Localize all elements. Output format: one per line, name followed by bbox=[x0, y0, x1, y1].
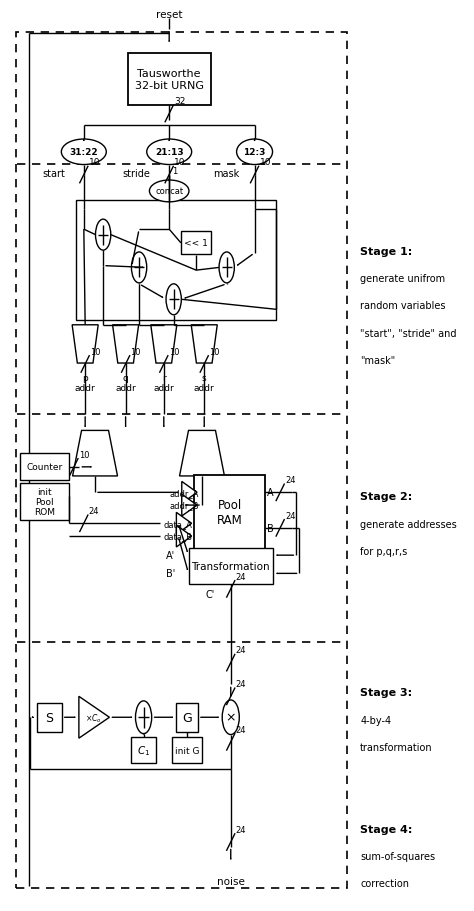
Text: transformation: transformation bbox=[360, 742, 433, 752]
Text: 32: 32 bbox=[174, 97, 185, 107]
Text: generate addresses: generate addresses bbox=[360, 519, 457, 529]
Text: init
Pool
ROM: init Pool ROM bbox=[34, 487, 55, 517]
Bar bbox=[131, 738, 156, 763]
Polygon shape bbox=[182, 482, 197, 504]
Text: Transformation: Transformation bbox=[191, 561, 270, 571]
Text: 24: 24 bbox=[285, 476, 296, 485]
Text: generate unifrom: generate unifrom bbox=[360, 273, 445, 283]
Text: Stage 3:: Stage 3: bbox=[360, 688, 412, 698]
Text: data_B: data_B bbox=[164, 532, 192, 541]
Bar bbox=[17, 33, 346, 887]
Text: 24: 24 bbox=[236, 680, 246, 689]
Text: random variables: random variables bbox=[360, 301, 446, 311]
Text: noise: noise bbox=[217, 875, 245, 885]
Circle shape bbox=[219, 252, 234, 283]
Text: << 1: << 1 bbox=[184, 239, 208, 248]
Text: Tausworthe
32-bit URNG: Tausworthe 32-bit URNG bbox=[135, 69, 204, 90]
Polygon shape bbox=[176, 526, 191, 548]
Text: B': B' bbox=[166, 568, 175, 578]
Text: correction: correction bbox=[360, 878, 409, 888]
Text: addr_A: addr_A bbox=[169, 488, 199, 497]
Text: ×: × bbox=[226, 711, 236, 724]
Bar bbox=[189, 548, 273, 585]
Text: "mask": "mask" bbox=[360, 355, 395, 365]
Text: stride: stride bbox=[122, 169, 150, 179]
Text: Stage 2:: Stage 2: bbox=[360, 492, 412, 502]
Bar bbox=[181, 232, 211, 255]
Text: G: G bbox=[182, 711, 192, 724]
Text: concat: concat bbox=[155, 188, 183, 196]
Bar bbox=[176, 703, 198, 732]
Polygon shape bbox=[176, 513, 191, 535]
Text: C': C' bbox=[205, 589, 214, 599]
Text: reset: reset bbox=[156, 10, 182, 20]
Text: for p,q,r,s: for p,q,r,s bbox=[360, 547, 408, 557]
Bar bbox=[194, 476, 265, 550]
Bar bbox=[76, 200, 276, 321]
Text: 10: 10 bbox=[130, 347, 141, 356]
Text: 10: 10 bbox=[79, 450, 90, 459]
Text: A': A' bbox=[166, 550, 175, 560]
Text: 1: 1 bbox=[173, 168, 178, 176]
Text: 21:13: 21:13 bbox=[155, 148, 183, 157]
Text: 12:3: 12:3 bbox=[243, 148, 266, 157]
Bar bbox=[20, 484, 69, 520]
Polygon shape bbox=[72, 325, 98, 363]
Text: 10: 10 bbox=[209, 347, 219, 356]
Text: 10: 10 bbox=[259, 159, 271, 167]
Text: s
addr: s addr bbox=[194, 374, 215, 393]
Text: $\times C_o$: $\times C_o$ bbox=[85, 711, 101, 723]
Bar bbox=[128, 54, 211, 107]
Text: $C_1$: $C_1$ bbox=[137, 743, 150, 757]
Text: p
addr: p addr bbox=[75, 374, 96, 393]
Text: "start", "stride" and: "start", "stride" and bbox=[360, 328, 456, 338]
Text: addr_B: addr_B bbox=[169, 501, 199, 510]
Text: A: A bbox=[267, 487, 273, 497]
Text: r
addr: r addr bbox=[154, 374, 174, 393]
Text: init G: init G bbox=[175, 746, 200, 754]
Circle shape bbox=[222, 701, 239, 735]
Text: data_A: data_A bbox=[164, 519, 192, 528]
Text: 24: 24 bbox=[236, 646, 246, 655]
Text: S: S bbox=[45, 711, 53, 724]
Text: 10: 10 bbox=[169, 347, 179, 356]
Text: 24: 24 bbox=[285, 511, 296, 520]
Polygon shape bbox=[182, 495, 197, 517]
Circle shape bbox=[95, 220, 111, 251]
Text: 31:22: 31:22 bbox=[70, 148, 98, 157]
Text: q
addr: q addr bbox=[115, 374, 136, 393]
Text: start: start bbox=[42, 169, 65, 179]
Text: Stage 1:: Stage 1: bbox=[360, 246, 412, 256]
Ellipse shape bbox=[149, 180, 189, 202]
Circle shape bbox=[131, 252, 147, 283]
Bar bbox=[172, 738, 202, 763]
Text: 10: 10 bbox=[174, 159, 186, 167]
Text: mask: mask bbox=[213, 169, 239, 179]
Polygon shape bbox=[73, 431, 118, 476]
Polygon shape bbox=[113, 325, 138, 363]
Text: sum-of-squares: sum-of-squares bbox=[360, 851, 435, 861]
Bar bbox=[37, 703, 62, 732]
Text: B: B bbox=[267, 523, 273, 533]
Text: 10: 10 bbox=[90, 347, 100, 356]
Ellipse shape bbox=[61, 140, 106, 165]
Text: 24: 24 bbox=[236, 824, 246, 834]
Polygon shape bbox=[180, 431, 225, 476]
Circle shape bbox=[136, 701, 152, 734]
Text: 24: 24 bbox=[89, 507, 99, 516]
Text: Counter: Counter bbox=[27, 463, 63, 472]
Text: 4-by-4: 4-by-4 bbox=[360, 715, 391, 725]
Polygon shape bbox=[151, 325, 177, 363]
Ellipse shape bbox=[237, 140, 273, 165]
Text: 24: 24 bbox=[236, 572, 246, 581]
Bar bbox=[20, 454, 69, 481]
Text: 24: 24 bbox=[236, 725, 246, 734]
Text: 10: 10 bbox=[89, 159, 100, 167]
Circle shape bbox=[166, 284, 182, 315]
Ellipse shape bbox=[147, 140, 191, 165]
Polygon shape bbox=[191, 325, 217, 363]
Text: Pool
RAM: Pool RAM bbox=[217, 499, 243, 527]
Polygon shape bbox=[79, 697, 109, 739]
Text: Stage 4:: Stage 4: bbox=[360, 824, 412, 834]
